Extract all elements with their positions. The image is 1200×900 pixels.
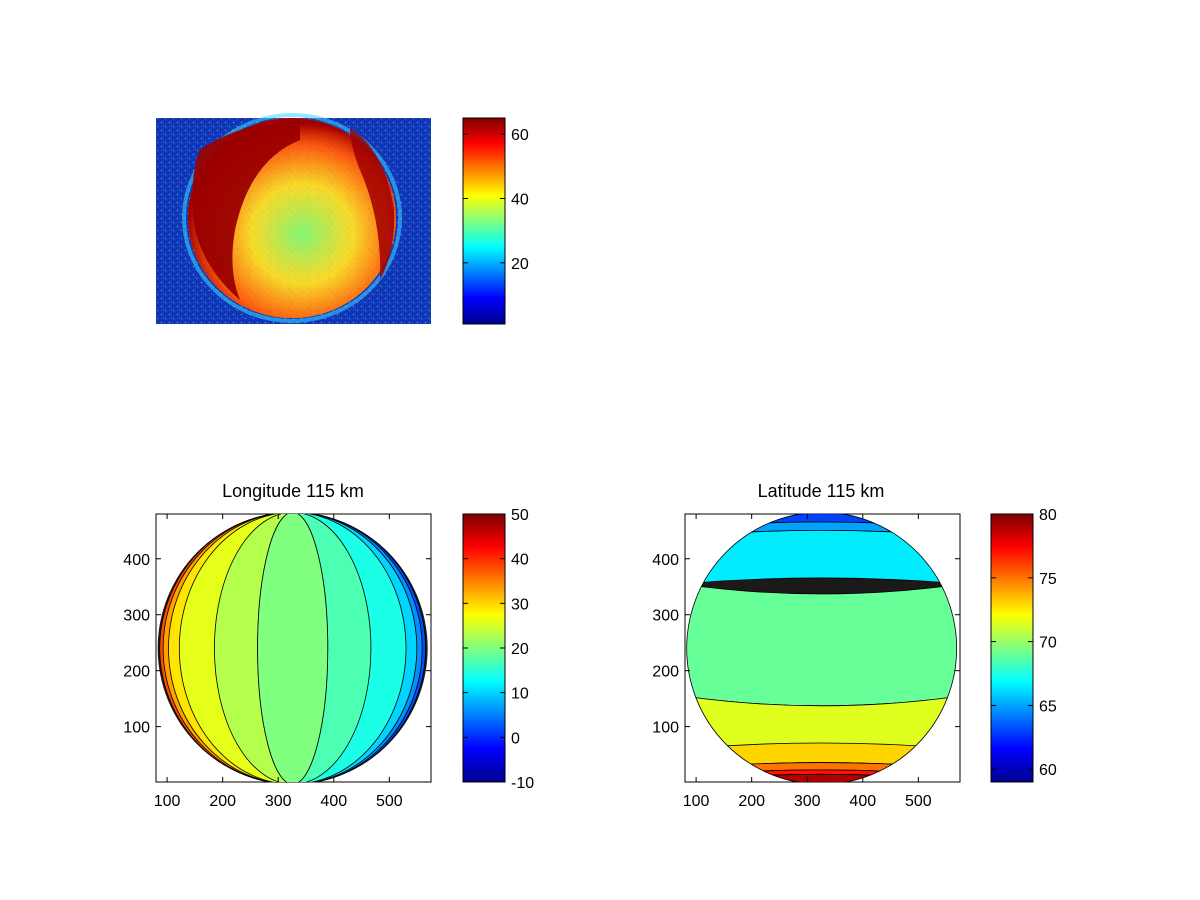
image-halo	[182, 113, 402, 323]
image-panel	[156, 113, 431, 324]
x-tick-label: 500	[905, 793, 932, 810]
y-tick-label: 400	[123, 552, 150, 569]
colorbar-tick-label: 0	[511, 730, 520, 747]
colorbar-tick-label: -10	[511, 775, 534, 792]
latitude-disk-outline	[686, 514, 958, 782]
y-tick-label: 400	[652, 552, 679, 569]
y-tick-label: 100	[652, 720, 679, 737]
colorbar-3: 60 65 70 75 80	[990, 507, 1057, 783]
latitude-band	[686, 583, 957, 707]
x-tick-label: 200	[738, 793, 765, 810]
x-tick-label: 300	[794, 793, 821, 810]
colorbar-tick-label: 75	[1039, 571, 1057, 588]
x-tick-label: 500	[376, 793, 403, 810]
x-tick-label: 100	[154, 793, 181, 810]
y-tick-label: 200	[123, 664, 150, 681]
longitude-panel: Longitude 115 km 100 200 300 400 500 100 200 30…	[123, 481, 432, 810]
latitude-band	[686, 530, 957, 585]
latitude-disk	[686, 514, 957, 782]
colorbar-tick-label: 20	[511, 256, 529, 273]
colorbar-tick-label: 50	[511, 507, 529, 524]
y-tick-label: 200	[652, 664, 679, 681]
colorbar-tick-label: 60	[1039, 762, 1057, 779]
longitude-title: Longitude 115 km	[222, 481, 364, 501]
x-tick-label: 400	[320, 793, 347, 810]
colorbar-tick-label: 80	[1039, 507, 1057, 524]
longitude-contour	[257, 514, 289, 782]
colorbar-tick-label: 40	[511, 552, 529, 569]
colorbar-tick-label: 20	[511, 641, 529, 658]
x-tick-label: 200	[209, 793, 236, 810]
colorbar-tick-label: 65	[1039, 698, 1057, 715]
colorbar-1: 20 40 60	[462, 117, 529, 325]
image-dark-region	[192, 120, 300, 300]
image-dark-cap-right	[350, 128, 395, 280]
latitude-title: Latitude 115 km	[758, 481, 885, 501]
longitude-contour	[297, 514, 329, 782]
x-tick-label: 400	[849, 793, 876, 810]
y-tick-label: 300	[123, 608, 150, 625]
longitude-band-center	[257, 514, 328, 782]
colorbar-tick-label: 70	[1039, 635, 1057, 652]
y-tick-label: 300	[652, 608, 679, 625]
colorbar-2: -10 0 10 20 30 40 50	[462, 507, 534, 792]
x-tick-label: 100	[683, 793, 710, 810]
colorbar-tick-label: 40	[511, 191, 529, 208]
colorbar-tick-label: 60	[511, 127, 529, 144]
y-tick-label: 100	[123, 720, 150, 737]
x-tick-label: 300	[265, 793, 292, 810]
colorbar-tick-label: 30	[511, 596, 529, 613]
colorbar-tick-label: 10	[511, 686, 529, 703]
latitude-panel: Latitude 115 km 100 200 300 400 500 100 200 300…	[652, 481, 961, 810]
